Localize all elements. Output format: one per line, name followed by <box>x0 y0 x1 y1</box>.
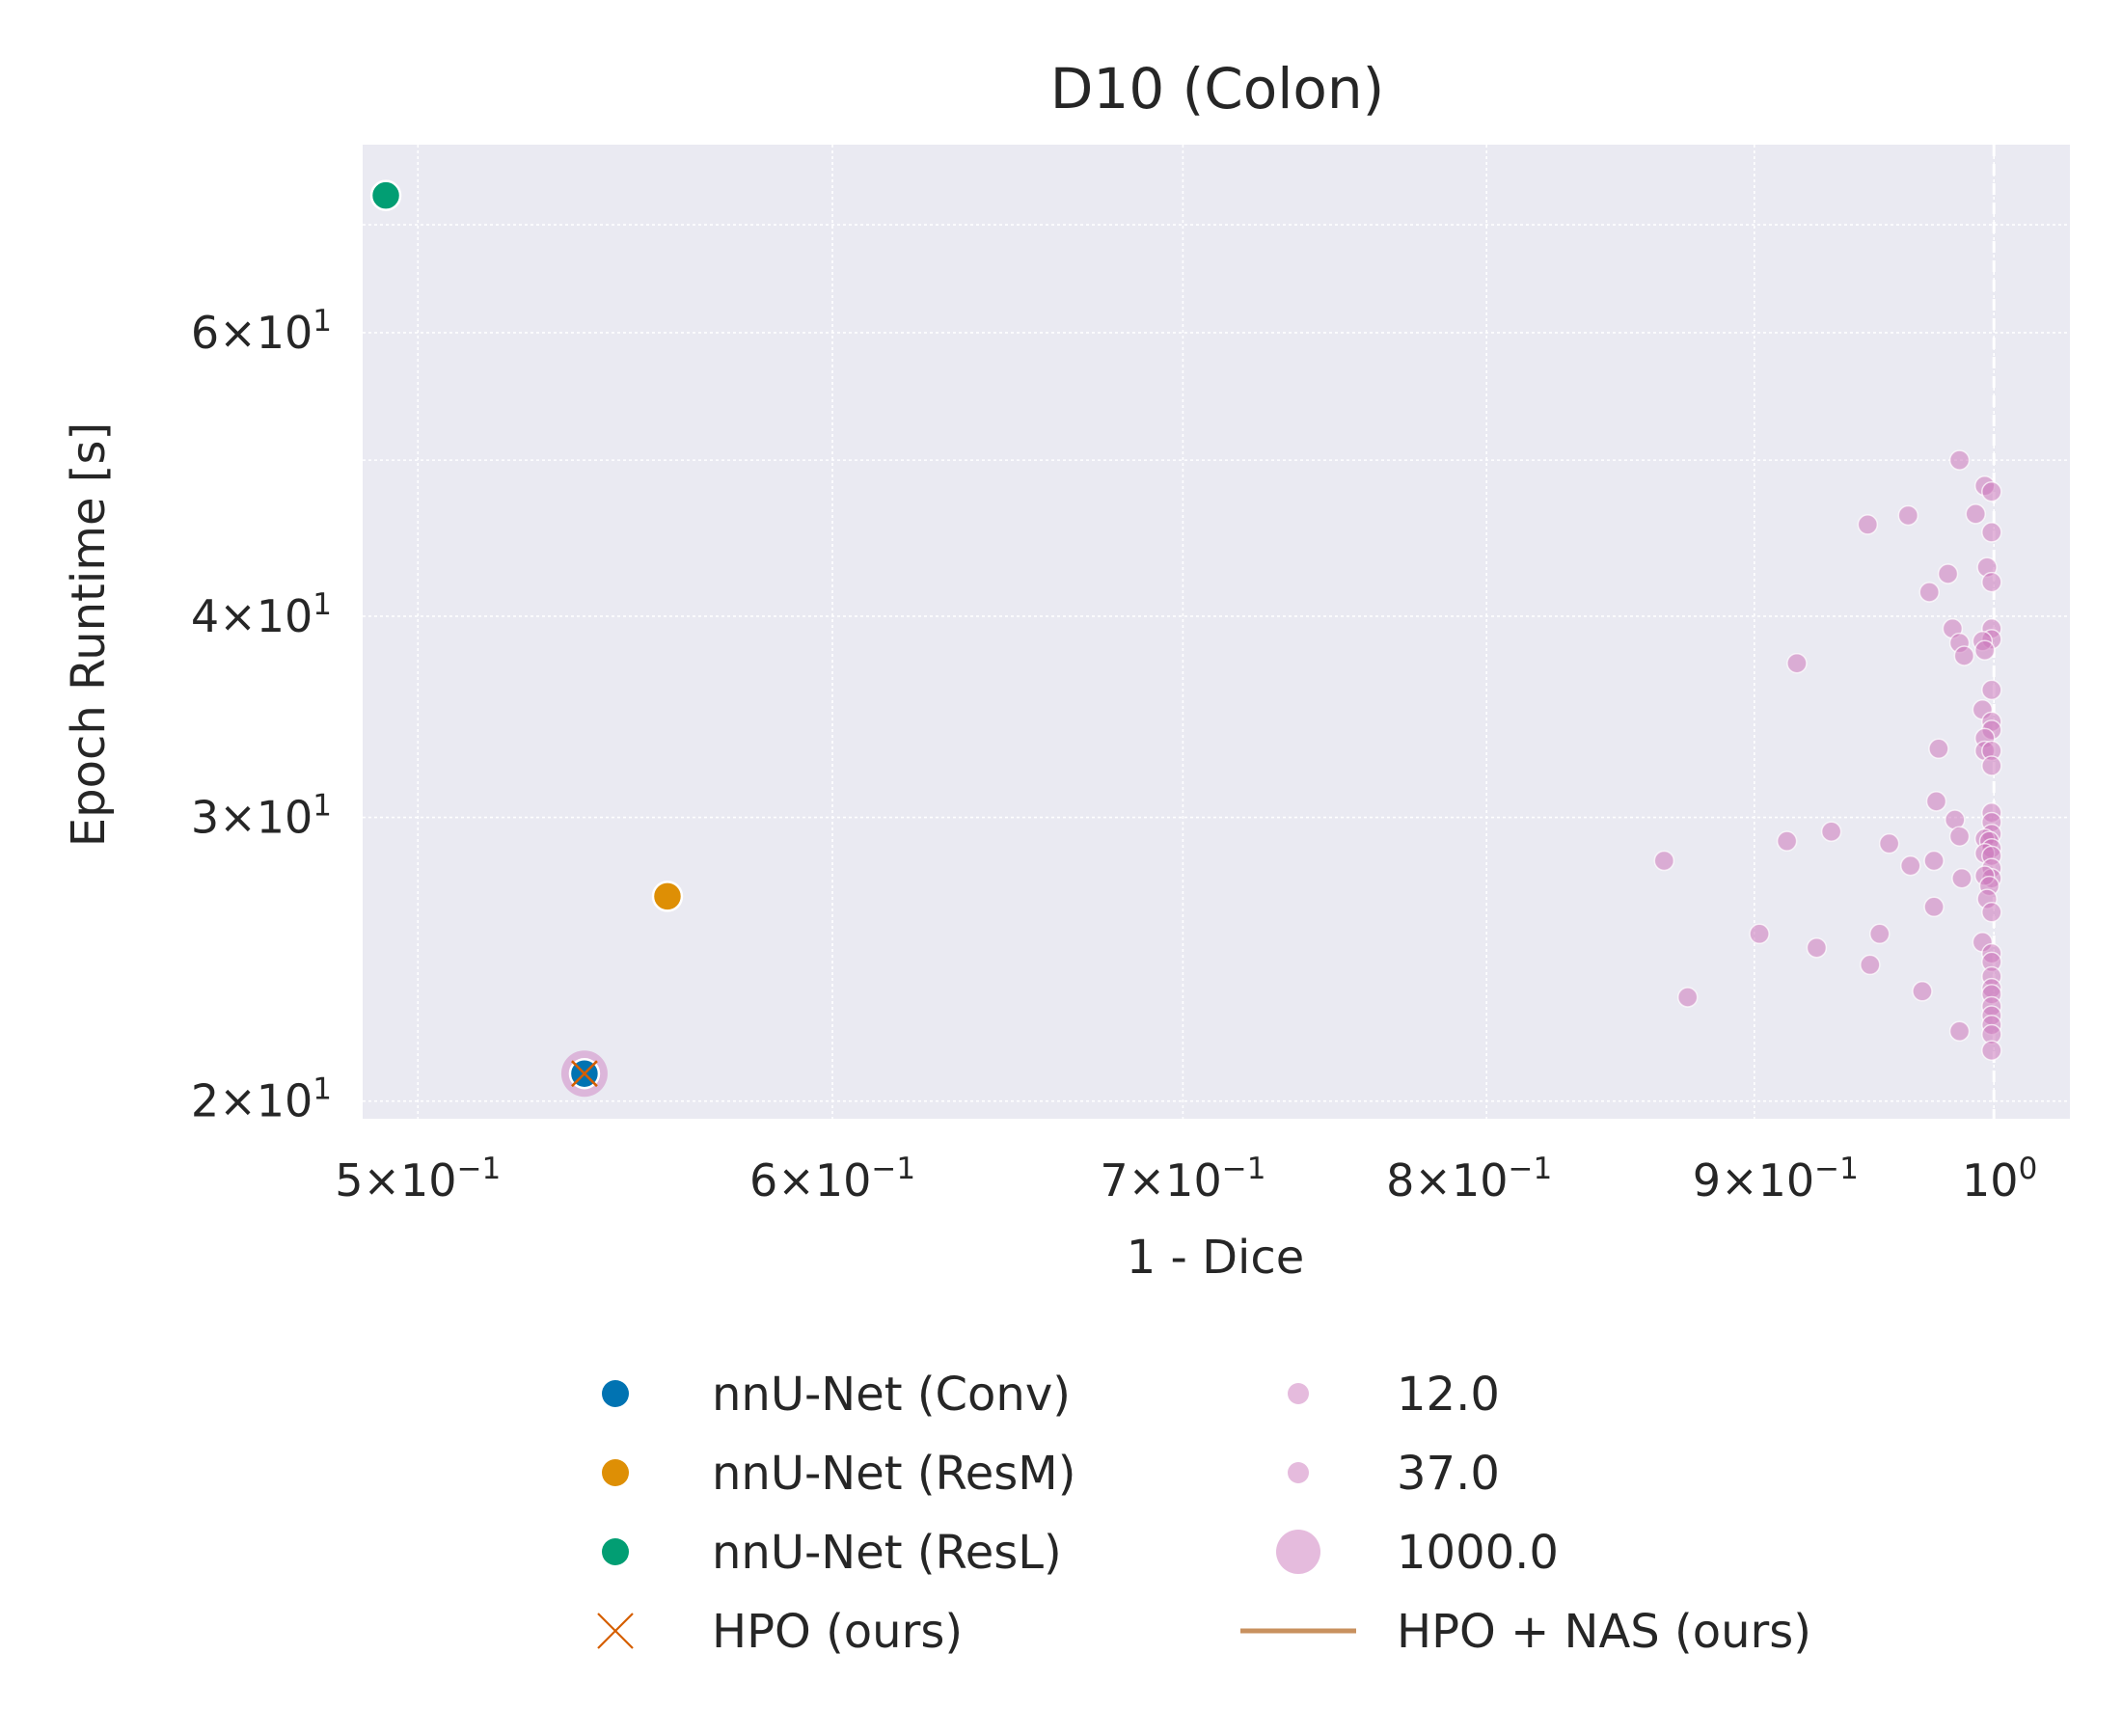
legend-size-marker <box>1276 1530 1320 1574</box>
nas-point <box>1925 791 1947 812</box>
x-tick-label: 7×10−1 <box>1100 1152 1265 1207</box>
legend-label: HPO (ours) <box>712 1605 963 1659</box>
nas-point <box>1973 639 1996 661</box>
baseline-points <box>369 179 684 1090</box>
nas-point <box>1948 826 1971 847</box>
y-tick-label: 2×101 <box>191 1072 332 1127</box>
x-tick-label: 9×10−1 <box>1693 1152 1859 1207</box>
y-tick-label: 4×101 <box>191 587 332 642</box>
nas-point <box>1981 481 2002 502</box>
x-tick-labels: 5×10−1 6×10−1 7×10−1 8×10−1 9×10−1 100 <box>335 1152 2037 1207</box>
chart-title: D10 (Colon) <box>1050 56 1385 122</box>
nas-point <box>1653 850 1675 872</box>
legend-marker <box>602 1459 629 1486</box>
nas-point <box>1981 679 2002 701</box>
x-tick-label: 100 <box>1962 1152 2037 1207</box>
nas-point <box>1981 522 2002 543</box>
nas-point <box>1951 867 1972 889</box>
legend-label: nnU-Net (ResM) <box>712 1447 1075 1501</box>
legend-label: HPO + NAS (ours) <box>1397 1605 1811 1659</box>
legend-size-label: 1000.0 <box>1397 1526 1559 1580</box>
nas-point <box>1806 936 1828 959</box>
nas-point <box>1948 449 1971 471</box>
nas-point <box>1912 981 1933 1002</box>
nas-point <box>1786 652 1808 674</box>
nas-point <box>1860 954 1881 976</box>
legend-label: nnU-Net (ResL) <box>712 1526 1062 1580</box>
nas-point <box>1776 830 1798 852</box>
nas-point <box>1857 514 1879 535</box>
x-tick-label: 8×10−1 <box>1386 1152 1552 1207</box>
nas-point <box>1981 1040 2002 1061</box>
nas-point <box>1981 755 2002 776</box>
x-tick-label: 5×10−1 <box>335 1152 501 1207</box>
legend-size-label: 37.0 <box>1397 1447 1500 1501</box>
nas-point <box>1869 923 1891 945</box>
y-tick-label: 3×101 <box>191 789 332 844</box>
legend-marker <box>602 1538 629 1565</box>
nas-point <box>1878 832 1900 854</box>
nas-point <box>1953 645 1975 666</box>
x-tick-label: 6×10−1 <box>749 1152 915 1207</box>
legend-marker-x <box>597 1613 634 1649</box>
nas-point <box>1749 923 1770 945</box>
legend-marker <box>602 1380 629 1407</box>
nas-point <box>1981 902 2002 923</box>
baseline-point <box>369 179 402 211</box>
nas-point <box>1900 854 1921 877</box>
nas-point <box>1965 503 1987 525</box>
nas-point <box>1676 987 1699 1008</box>
nas-point <box>1897 504 1919 527</box>
legend-size-label: 12.0 <box>1397 1368 1500 1422</box>
nas-point <box>1928 738 1949 760</box>
hpo-point <box>571 1060 598 1088</box>
x-axis-label: 1 - Dice <box>1127 1231 1305 1285</box>
legend-label: nnU-Net (Conv) <box>712 1368 1071 1422</box>
y-tick-label: 6×101 <box>191 304 332 359</box>
plot-area <box>363 145 2070 1119</box>
y-tick-labels: 2×101 3×101 4×101 6×101 <box>191 304 332 1127</box>
legend-size-marker <box>1288 1383 1309 1404</box>
nas-point <box>1948 1020 1971 1042</box>
nas-point <box>1923 896 1945 918</box>
y-axis-label: Epoch Runtime [s] <box>62 422 116 847</box>
nas-point <box>1981 571 2002 593</box>
nas-point <box>1918 582 1940 603</box>
nas-point <box>1937 563 1959 584</box>
legend-size-marker <box>1288 1462 1309 1483</box>
legend: nnU-Net (Conv) nnU-Net (ResM) nnU-Net (Res… <box>597 1368 1811 1659</box>
baseline-point <box>651 881 684 912</box>
nas-point <box>1923 850 1945 872</box>
nas-point <box>1820 821 1842 842</box>
